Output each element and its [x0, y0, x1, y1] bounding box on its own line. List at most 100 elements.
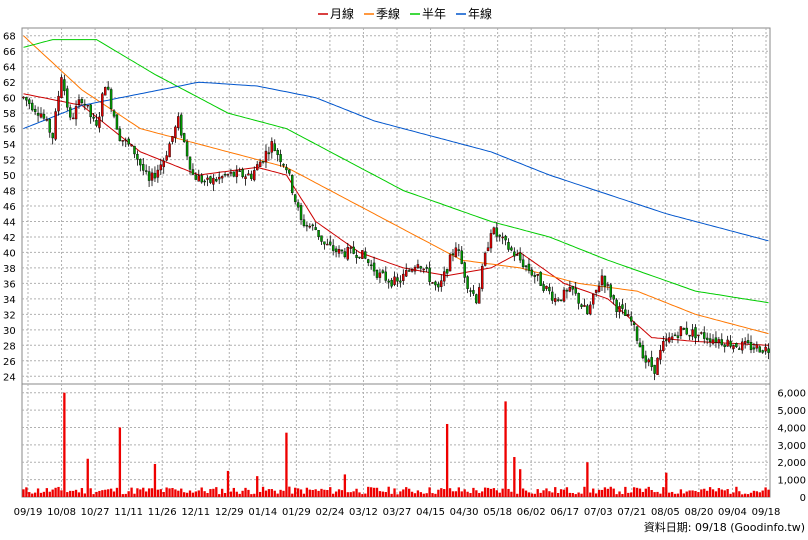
candle-body	[629, 316, 633, 322]
volume-bar	[121, 494, 124, 497]
candle-body	[708, 338, 712, 343]
volume-bar	[150, 488, 154, 497]
volume-bar	[159, 489, 162, 497]
candle-body	[150, 172, 154, 181]
volume-bar	[294, 487, 297, 497]
candle-body	[220, 176, 224, 179]
volume-bar	[31, 493, 34, 497]
volume-bar	[594, 493, 598, 497]
candle-body	[448, 254, 452, 272]
volume-bar	[539, 492, 542, 497]
candle-body	[758, 346, 761, 353]
volume-bar	[481, 491, 484, 497]
candle-body	[644, 355, 648, 363]
price-tick-label: 38	[3, 264, 16, 275]
volume-bar	[60, 490, 63, 497]
volume-axis: 1,000 2,000 3,000 4,000 5,000 6,000 0	[777, 389, 806, 504]
volume-bar	[694, 490, 697, 497]
candle-body	[115, 114, 119, 130]
candle-body	[177, 116, 180, 129]
volume-bar	[574, 494, 577, 497]
candle-body	[592, 293, 595, 305]
volume-bar	[57, 486, 60, 497]
candle-body	[606, 284, 610, 286]
candle-body	[174, 126, 177, 138]
volume-bar	[697, 492, 700, 497]
candle-body	[261, 161, 265, 163]
volume-bar	[405, 487, 408, 497]
volume-bar	[165, 487, 168, 497]
candle-body	[641, 345, 645, 359]
x-tick-label: 12/11	[181, 507, 210, 518]
volume-bar	[615, 494, 618, 497]
volume-bar	[171, 488, 174, 497]
volume-bar	[562, 489, 566, 497]
candle-body	[194, 174, 198, 180]
volume-bar	[703, 488, 706, 497]
price-tick-label: 52	[3, 156, 16, 167]
candle-body	[66, 88, 69, 108]
candle-body	[618, 306, 621, 313]
volume-bar	[98, 490, 101, 497]
candle-body	[551, 291, 554, 301]
candle-body	[387, 280, 390, 283]
candle-body	[133, 145, 136, 155]
volume-bar	[311, 489, 314, 497]
candle-body	[282, 163, 285, 166]
volume-bar	[758, 492, 761, 497]
volume-bar	[226, 470, 230, 497]
volume-bar	[612, 488, 615, 497]
candle-body	[723, 344, 726, 347]
volume-bar	[396, 494, 399, 497]
price-tick-label: 32	[3, 310, 16, 321]
volume-tick-label: 2,000	[777, 458, 806, 469]
candle-body	[393, 276, 396, 285]
candle-body	[624, 309, 627, 316]
candle-body	[711, 339, 715, 344]
candle-body	[653, 364, 656, 374]
volume-bar	[235, 491, 238, 497]
ma-half-line	[23, 39, 769, 304]
candle-body	[577, 293, 580, 304]
candle-body	[241, 169, 244, 177]
candle-body	[697, 334, 700, 337]
volume-bar	[445, 423, 449, 497]
candle-body	[492, 227, 496, 234]
candle-body	[185, 141, 189, 157]
price-tick-label: 30	[3, 326, 16, 337]
candle-body	[209, 176, 212, 183]
volume-bar	[723, 490, 726, 497]
candle-body	[255, 164, 259, 171]
volume-bar	[720, 489, 723, 497]
candle-body	[89, 104, 92, 118]
candle-body	[480, 265, 484, 289]
x-tick-label: 01/29	[282, 507, 311, 518]
candle-body	[384, 271, 387, 281]
volume-bar	[229, 491, 233, 497]
volume-bar	[577, 492, 580, 497]
candle-body	[632, 322, 636, 326]
candle-body	[428, 267, 431, 282]
volume-bar	[416, 490, 420, 497]
volume-bar	[273, 490, 276, 497]
candle-body	[472, 290, 475, 294]
volume-grid	[22, 384, 770, 497]
volume-bar	[367, 486, 370, 497]
candle-body	[694, 327, 697, 339]
volume-bar	[215, 487, 218, 497]
volume-bar	[223, 493, 227, 497]
volume-bar	[428, 487, 431, 497]
candle-body	[121, 140, 125, 142]
candle-body	[597, 285, 601, 292]
candle-body	[358, 256, 361, 259]
volume-bar	[501, 488, 504, 497]
candle-body	[571, 286, 574, 290]
x-tick-label: 04/15	[416, 507, 445, 518]
volume-tick-label: 6,000	[777, 389, 806, 400]
candle-body	[273, 143, 276, 151]
candle-body	[594, 289, 598, 293]
volume-bar	[475, 490, 478, 497]
volume-bar	[507, 488, 510, 497]
volume-bar	[232, 487, 235, 497]
candle-body	[63, 79, 66, 92]
